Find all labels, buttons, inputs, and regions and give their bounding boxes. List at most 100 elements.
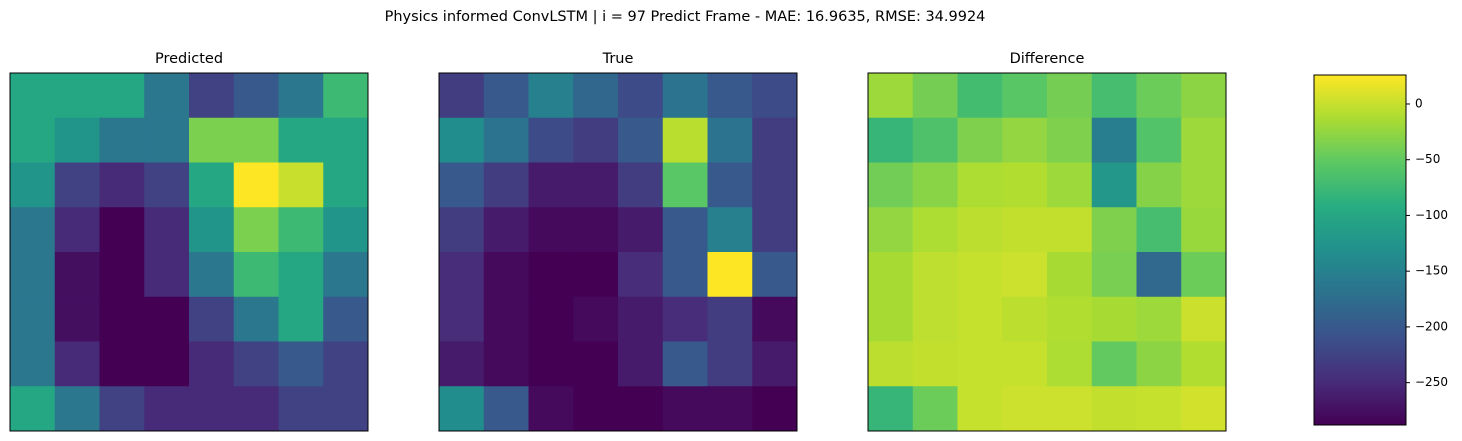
heatmap-cell — [957, 252, 1003, 298]
panel-title: Predicted — [155, 51, 223, 67]
heatmap-cell — [1002, 73, 1048, 119]
heatmap-cell — [752, 162, 798, 208]
heatmap-cell — [618, 386, 664, 432]
heatmap-cell — [1091, 296, 1137, 342]
heatmap-cell — [278, 252, 324, 298]
heatmap-cell — [752, 252, 798, 298]
heatmap-cell — [618, 252, 664, 298]
heatmap-cell — [323, 162, 369, 208]
panel-title: Difference — [1010, 51, 1085, 67]
heatmap-cell — [1136, 73, 1182, 119]
heatmap-cell — [323, 117, 369, 163]
heatmap-cell — [1002, 117, 1048, 163]
heatmap-cell — [957, 73, 1003, 119]
heatmap-cell — [439, 341, 485, 387]
heatmap-cell — [278, 341, 324, 387]
heatmap-cell — [707, 252, 753, 298]
heatmap-cell — [957, 162, 1003, 208]
heatmap-cell — [1002, 207, 1048, 253]
heatmap-cell — [439, 252, 485, 298]
heatmap-cell — [573, 296, 619, 342]
heatmap-cell — [99, 341, 145, 387]
heatmap-cell — [1136, 207, 1182, 253]
heatmap-cell — [439, 296, 485, 342]
heatmap-cell — [99, 117, 145, 163]
heatmap-cell — [868, 73, 914, 119]
heatmap-cell — [1047, 207, 1093, 253]
heatmap-cell — [54, 386, 100, 432]
heatmap-cell — [233, 73, 279, 119]
heatmap-cell — [1002, 252, 1048, 298]
heatmap-cell — [278, 117, 324, 163]
heatmap-cell — [1136, 162, 1182, 208]
heatmap-cell — [10, 296, 56, 342]
heatmap-cell — [144, 117, 190, 163]
heatmap-cell — [10, 386, 56, 432]
heatmap-cell — [10, 162, 56, 208]
heatmap-cell — [233, 386, 279, 432]
heatmap-cell — [752, 341, 798, 387]
heatmap-cell — [483, 296, 529, 342]
heatmap-cell — [707, 162, 753, 208]
heatmap-cell — [752, 386, 798, 432]
heatmap-cell — [439, 207, 485, 253]
heatmap-cell — [957, 207, 1003, 253]
heatmap-cell — [1047, 252, 1093, 298]
heatmap-cell — [1136, 252, 1182, 298]
heatmap-cell — [483, 341, 529, 387]
heatmap-cell — [233, 207, 279, 253]
heatmap-cell — [483, 73, 529, 119]
colorbar-tick-label: 0 — [1415, 96, 1423, 110]
heatmap-cell — [528, 296, 574, 342]
heatmap-cell — [868, 207, 914, 253]
heatmap-cell — [439, 386, 485, 432]
heatmap-cell — [1047, 117, 1093, 163]
heatmap-cell — [868, 162, 914, 208]
heatmap-cell — [912, 296, 958, 342]
heatmap-cell — [189, 341, 235, 387]
heatmap-cell — [573, 117, 619, 163]
heatmap-cell — [1181, 341, 1227, 387]
heatmap-cell — [483, 386, 529, 432]
panel-frame — [438, 72, 798, 432]
heatmap-cell — [868, 252, 914, 298]
heatmap-cell — [1002, 341, 1048, 387]
heatmap-cell — [54, 162, 100, 208]
heatmap-cell — [323, 296, 369, 342]
heatmap-cell — [144, 341, 190, 387]
heatmap-cell — [54, 117, 100, 163]
heatmap-cell — [662, 386, 708, 432]
heatmap-cell — [707, 386, 753, 432]
heatmap-cell — [1091, 386, 1137, 432]
heatmap-cell — [618, 207, 664, 253]
heatmap-cell — [144, 252, 190, 298]
heatmap-cell — [618, 73, 664, 119]
colorbar-tick-label: −200 — [1415, 319, 1448, 333]
heatmap-cell — [439, 117, 485, 163]
heatmap-cell — [1091, 207, 1137, 253]
heatmap-cell — [912, 117, 958, 163]
heatmap-cell — [439, 73, 485, 119]
heatmap-cell — [323, 341, 369, 387]
heatmap-cell — [662, 252, 708, 298]
heatmap-cell — [483, 117, 529, 163]
heatmap-cell — [189, 386, 235, 432]
heatmap-cell — [189, 207, 235, 253]
heatmap-cell — [528, 207, 574, 253]
heatmap-cell — [189, 252, 235, 298]
heatmap-cell — [483, 207, 529, 253]
heatmap-cell — [662, 341, 708, 387]
heatmap-cell — [1181, 117, 1227, 163]
heatmap-cell — [1091, 117, 1137, 163]
heatmap-cell — [662, 73, 708, 119]
heatmap-cell — [323, 73, 369, 119]
heatmap-cell — [912, 207, 958, 253]
panel-title: True — [602, 51, 634, 67]
heatmap-cell — [752, 73, 798, 119]
heatmap-cell — [528, 341, 574, 387]
heatmap-cell — [99, 252, 145, 298]
panel-frame — [9, 72, 369, 432]
heatmap-cell — [618, 296, 664, 342]
heatmap-cell — [707, 73, 753, 119]
